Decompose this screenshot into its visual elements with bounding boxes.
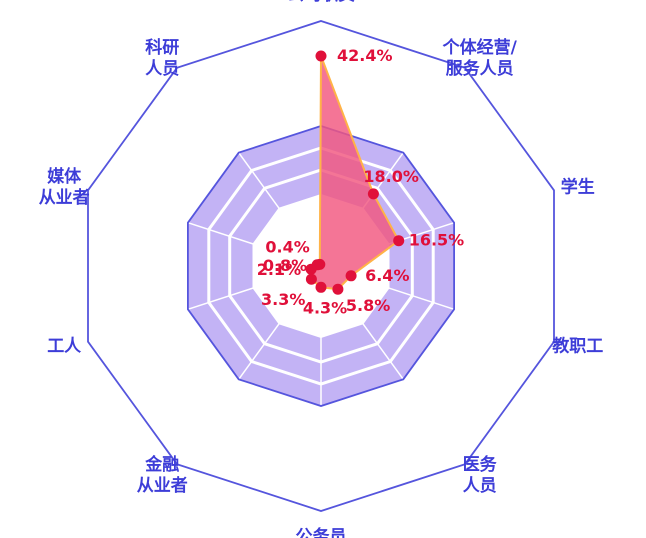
value-label-4: 5.8% xyxy=(346,296,390,315)
value-label-6: 3.3% xyxy=(261,290,305,309)
grid-ring-outer-1 xyxy=(87,20,555,512)
data-point-0 xyxy=(315,50,327,62)
category-label-line: 工人 xyxy=(47,337,82,357)
category-label-5: 公务员 xyxy=(296,526,347,538)
value-label-3: 6.4% xyxy=(365,266,409,285)
grid-spoke xyxy=(187,221,322,267)
category-label-7: 工人 xyxy=(47,337,82,357)
data-point-1 xyxy=(367,188,379,200)
category-label-line: 从业者 xyxy=(39,187,90,208)
data-point-5 xyxy=(315,281,327,293)
value-label-9: 0.4% xyxy=(265,237,309,256)
category-label-line: 公务员 xyxy=(296,526,347,538)
grid-band xyxy=(187,126,455,406)
category-label-line: 医务 xyxy=(463,454,498,475)
category-label-4: 医务人员 xyxy=(463,454,498,496)
category-label-line: 服务人员 xyxy=(446,58,514,79)
radar-markers xyxy=(305,50,405,295)
category-label-line: 人员 xyxy=(145,59,179,79)
category-label-3: 教职工 xyxy=(551,336,603,357)
category-label-0: 公司职员 xyxy=(287,0,355,5)
grid-ring-outer-0 xyxy=(187,125,455,407)
data-point-3 xyxy=(345,270,357,282)
category-label-line: 媒体 xyxy=(47,166,82,187)
radar-grid xyxy=(87,20,555,512)
category-label-1: 个体经营/服务人员 xyxy=(442,37,518,79)
category-label-line: 公司职员 xyxy=(287,0,355,5)
category-label-line: 科研 xyxy=(145,37,179,58)
data-point-9 xyxy=(314,258,326,270)
category-label-6: 金融从业者 xyxy=(137,454,188,496)
value-label-2: 16.5% xyxy=(409,231,465,250)
category-label-line: 个体经营/ xyxy=(442,37,518,58)
data-point-2 xyxy=(393,235,405,247)
grid-spoke xyxy=(187,265,322,311)
value-label-8: 0.8% xyxy=(263,256,307,275)
value-label-7: 2.1% xyxy=(257,260,301,279)
value-labels: 42.4% 18.0% 16.5%6.4% 5.8%4.3%3.3% 2.1%0.8%0… xyxy=(257,46,464,317)
category-label-line: 从业者 xyxy=(137,475,188,496)
value-label-0: 42.4% xyxy=(337,46,393,65)
grid-spoke xyxy=(238,265,322,380)
category-labels: 公司职员个体经营/服务人员学生教职工医务人员公务员金融从业者工人媒体从业者科研人… xyxy=(39,0,604,538)
data-point-4 xyxy=(332,283,344,295)
value-label-5: 4.3% xyxy=(303,298,347,317)
data-point-6 xyxy=(305,273,317,285)
category-label-9: 科研人员 xyxy=(145,37,179,79)
category-label-line: 学生 xyxy=(561,176,595,197)
category-label-line: 人员 xyxy=(463,476,497,496)
category-label-2: 学生 xyxy=(561,176,595,197)
grid-spoke xyxy=(238,152,322,267)
category-label-line: 教职工 xyxy=(551,336,603,357)
category-label-8: 媒体从业者 xyxy=(39,166,90,208)
value-label-1: 18.0% xyxy=(363,167,419,186)
category-label-line: 金融 xyxy=(144,454,179,475)
